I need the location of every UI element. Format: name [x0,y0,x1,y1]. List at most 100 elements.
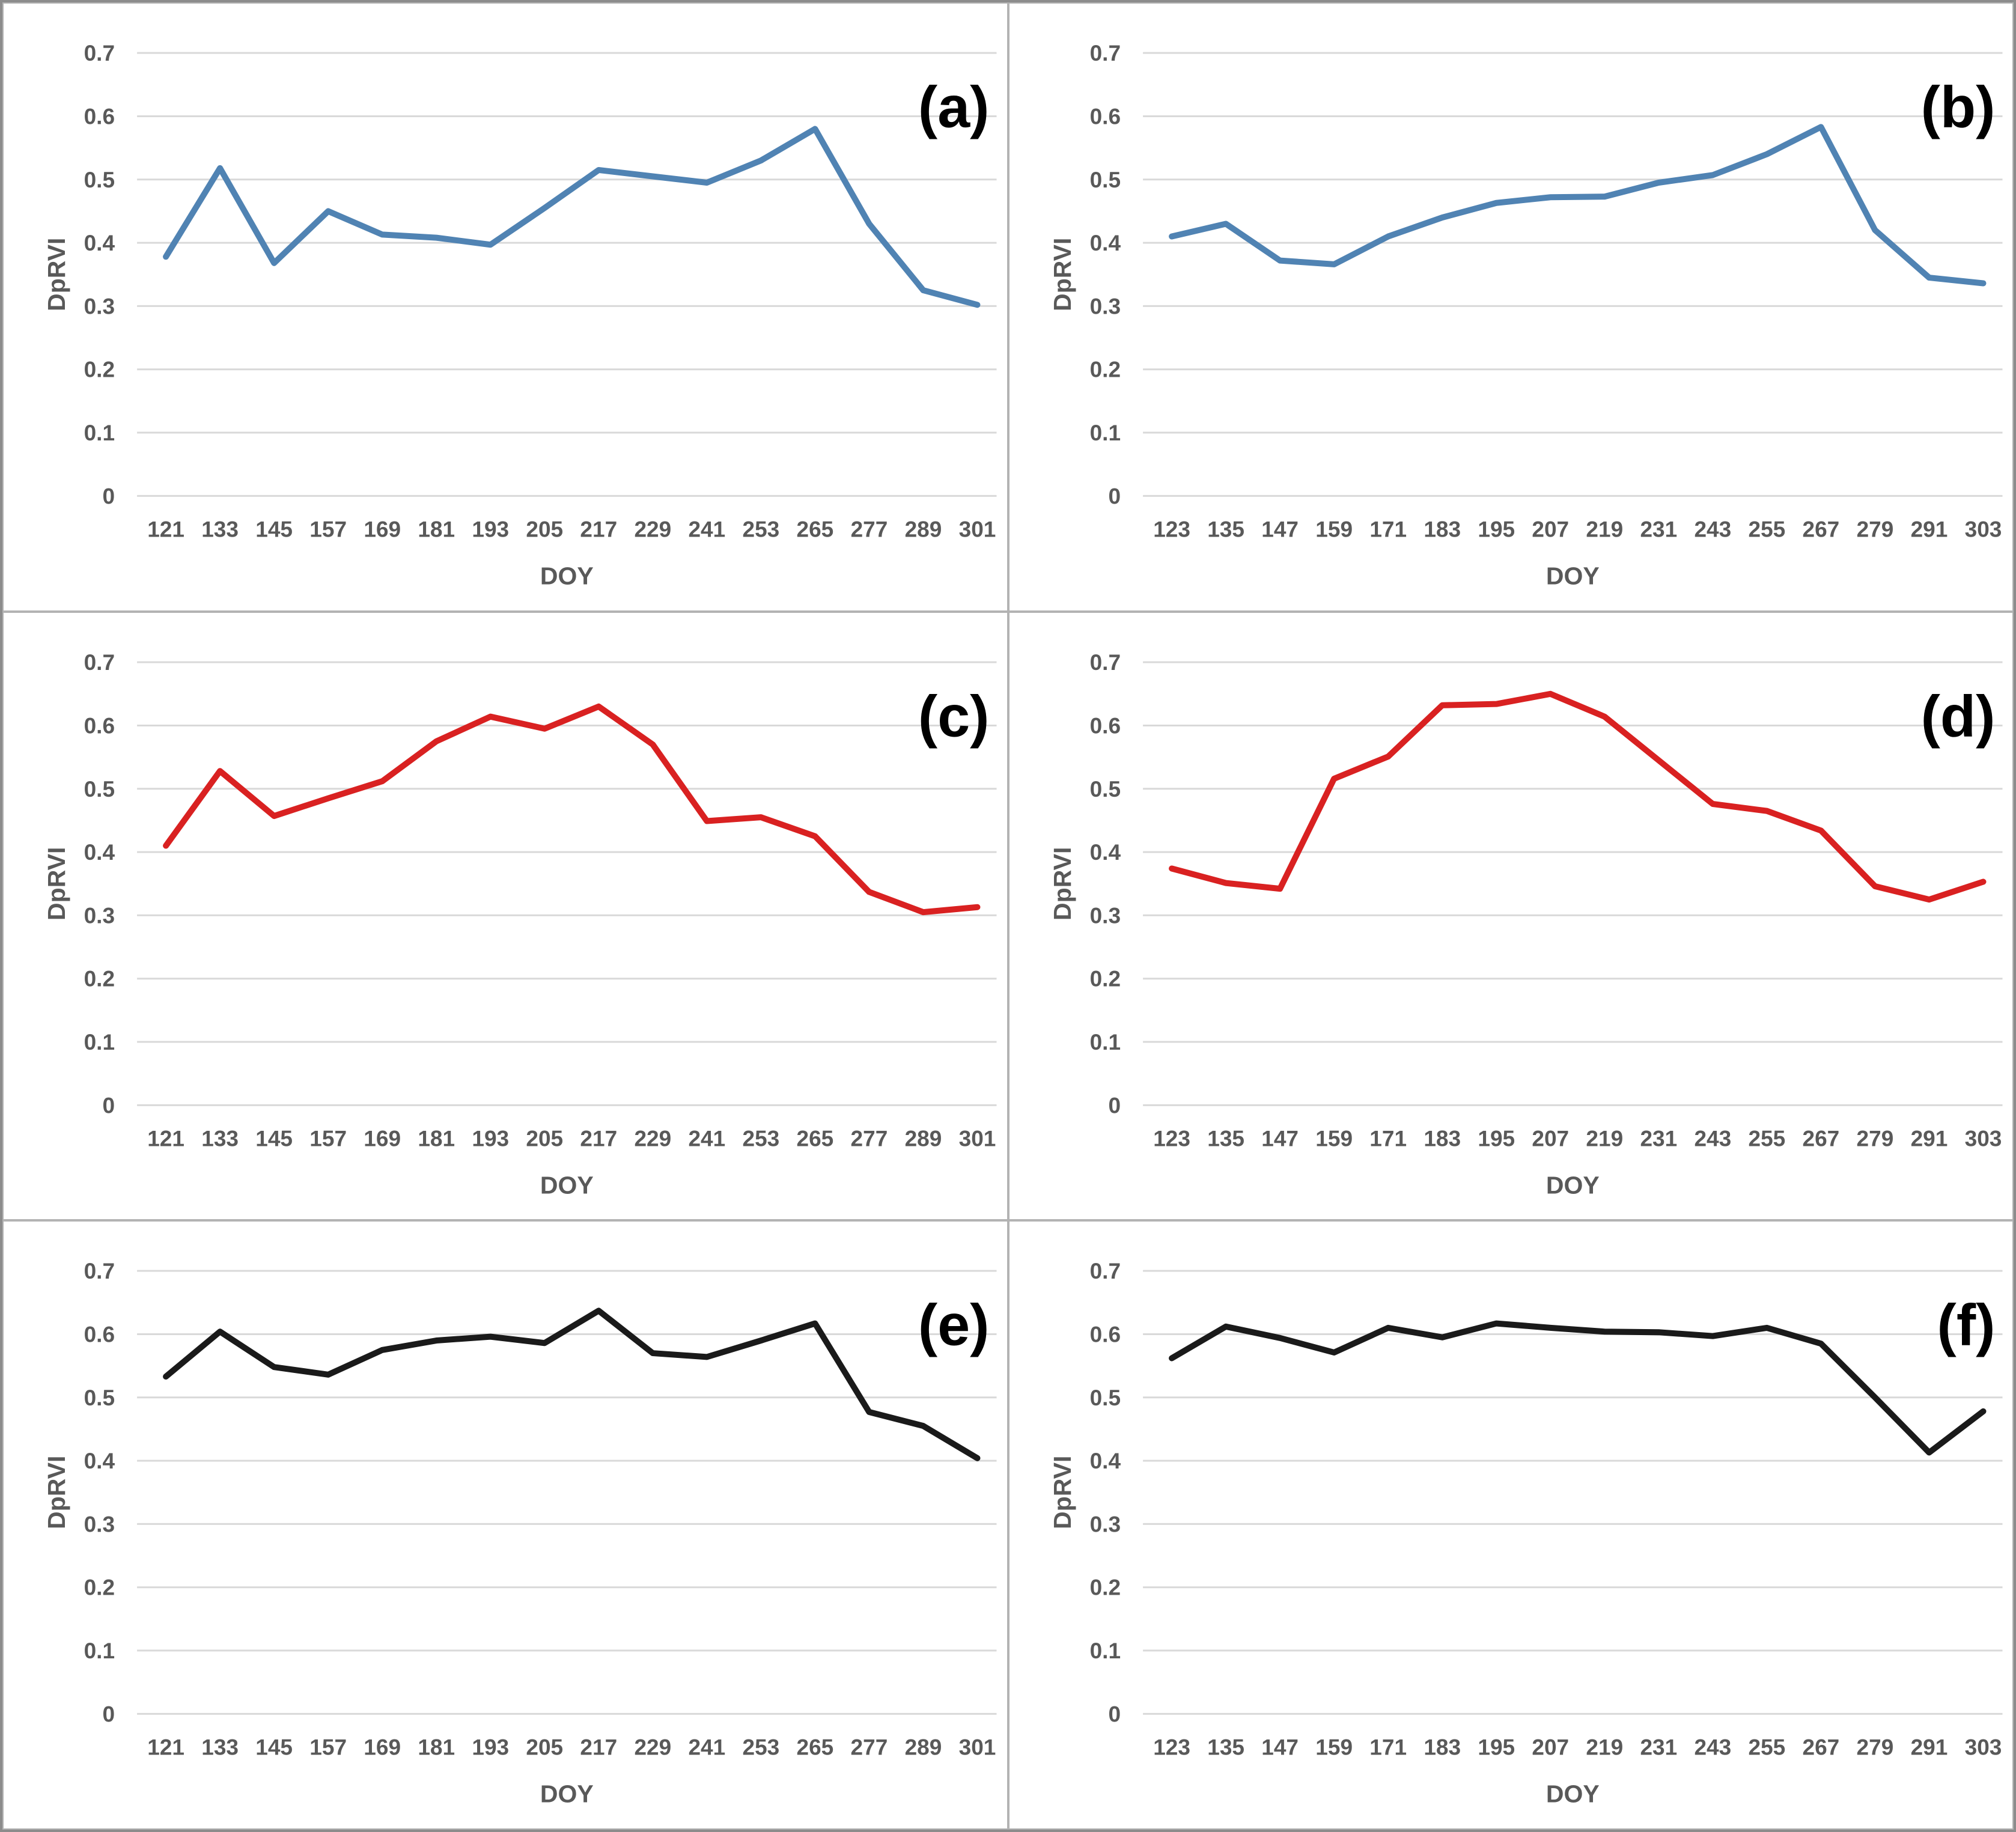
x-tick-label: 121 [147,516,184,541]
x-tick-label: 289 [905,1125,942,1151]
x-tick-label: 195 [1478,1735,1515,1760]
x-tick-label: 277 [851,516,888,541]
x-tick-label: 159 [1315,516,1353,541]
y-tick-label: 0 [1108,483,1121,508]
y-axis-title: DpRVI [43,847,70,920]
x-tick-label: 169 [364,1735,401,1760]
y-tick-label: 0.5 [84,1385,115,1410]
y-axis-title: DpRVI [1049,1456,1076,1529]
y-tick-label: 0.5 [84,776,115,801]
x-tick-label: 207 [1532,1125,1569,1151]
x-tick-label: 147 [1261,516,1299,541]
data-line [1168,124,1986,287]
line-chart-e: 0 0.1 0.2 0.3 0.4 0.5 0.6 0.7 121 133 145 157 169 181… [43,1258,997,1808]
y-tick-label: 0.2 [84,1575,115,1600]
x-tick-label: 219 [1586,516,1623,541]
x-tick-label: 195 [1478,1125,1515,1151]
x-tick-label: 147 [1261,1735,1299,1760]
y-tick-label: 0.3 [1089,1512,1120,1537]
y-tick-label: 0.5 [1089,1385,1120,1410]
x-axis-title: DOY [540,1780,594,1808]
x-tick-label: 255 [1748,1735,1785,1760]
y-tick-label: 0.3 [1089,902,1120,928]
y-tick-label: 0.1 [84,1638,115,1663]
y-tick-label: 0.2 [1089,357,1120,382]
y-tick-label: 0 [1108,1702,1121,1727]
x-axis-title: DOY [1545,1780,1599,1808]
x-tick-label: 267 [1802,1735,1839,1760]
x-tick-label: 301 [959,1735,996,1760]
x-tick-label: 243 [1694,1125,1731,1151]
x-tick-label: 193 [472,1125,509,1151]
x-tick-label: 205 [526,1125,563,1151]
x-axis-title: DOY [540,562,594,590]
y-tick-label: 0.1 [84,1029,115,1054]
y-tick-label: 0.5 [1089,776,1120,801]
x-tick-label: 253 [743,516,780,541]
x-tick-label: 241 [688,1125,725,1151]
panel-letter: (d) [1920,683,1995,749]
y-axis-title: DpRVI [1049,238,1076,311]
y-tick-label: 0.7 [1089,650,1120,675]
x-tick-label: 123 [1153,1735,1190,1760]
x-tick-label: 207 [1532,1735,1569,1760]
x-tick-label: 207 [1532,516,1569,541]
x-tick-label: 133 [201,1735,239,1760]
y-tick-label: 0.6 [84,1322,115,1347]
y-tick-label: 0.4 [1089,230,1121,255]
panel-b: 0 0.1 0.2 0.3 0.4 0.5 0.6 0.7 123 135 147 159 171 183… [1008,2,2014,612]
x-tick-label: 133 [201,516,239,541]
x-axis-title: DOY [1545,1171,1599,1199]
x-tick-label: 169 [364,516,401,541]
x-tick-label: 181 [418,516,455,541]
x-tick-label: 267 [1802,1125,1839,1151]
line-chart-c: 0 0.1 0.2 0.3 0.4 0.5 0.6 0.7 121 133 145 157 169 181… [43,650,997,1199]
y-tick-label: 0.3 [84,1512,115,1537]
x-tick-label: 145 [255,1735,293,1760]
x-tick-label: 171 [1369,516,1407,541]
y-axis-title: DpRVI [43,1456,70,1529]
x-tick-label: 219 [1586,1735,1623,1760]
y-tick-label: 0 [1108,1092,1121,1118]
x-tick-label: 217 [580,516,617,541]
panel-letter: (c) [918,683,990,749]
y-tick-label: 0.3 [84,902,115,928]
panel-f: 0 0.1 0.2 0.3 0.4 0.5 0.6 0.7 123 135 147 159 171 183… [1008,1220,2014,1830]
panel-letter: (b) [1920,74,1995,139]
x-tick-label: 303 [1964,1125,2002,1151]
x-tick-label: 169 [364,1125,401,1151]
x-tick-label: 193 [472,516,509,541]
y-tick-label: 0.3 [84,293,115,318]
y-tick-label: 0.4 [84,230,115,255]
x-axis-title: DOY [540,1171,594,1199]
x-tick-label: 135 [1207,1125,1244,1151]
y-axis-title: DpRVI [43,238,70,311]
x-tick-label: 145 [255,1125,293,1151]
data-line [163,1307,981,1462]
line-chart-d: 0 0.1 0.2 0.3 0.4 0.5 0.6 0.7 123 135 147 159 171 183… [1049,650,2002,1199]
y-tick-label: 0.6 [84,103,115,129]
x-tick-label: 279 [1856,516,1893,541]
y-tick-label: 0.2 [1089,966,1120,991]
x-tick-label: 265 [797,1125,834,1151]
x-tick-label: 183 [1424,516,1461,541]
y-tick-label: 0.1 [84,420,115,445]
y-tick-label: 0.2 [84,966,115,991]
x-tick-label: 255 [1748,516,1785,541]
y-tick-label: 0.6 [1089,103,1120,129]
x-tick-label: 183 [1424,1735,1461,1760]
x-tick-label: 241 [688,1735,725,1760]
x-tick-label: 241 [688,516,725,541]
y-tick-label: 0.4 [1089,1448,1121,1473]
data-line [163,126,981,308]
y-axis-title: DpRVI [1049,847,1076,920]
x-tick-label: 255 [1748,1125,1785,1151]
x-tick-label: 181 [418,1125,455,1151]
x-tick-label: 277 [851,1125,888,1151]
x-tick-label: 291 [1910,516,1947,541]
panel-a: 0 0.1 0.2 0.3 0.4 0.5 0.6 0.7 121 133 145 157 169 181… [2,2,1008,612]
data-line [1168,1320,1986,1456]
y-tick-label: 0.6 [1089,713,1120,738]
data-line [1168,690,1986,902]
